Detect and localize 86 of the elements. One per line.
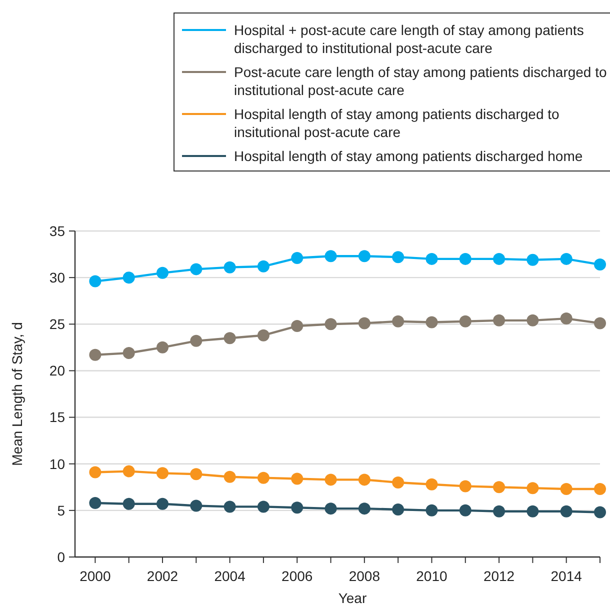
point: [392, 503, 404, 516]
legend-label: Hospital length of stay among patients discharged home: [234, 148, 583, 164]
point: [426, 504, 438, 516]
point: [224, 500, 236, 513]
point: [190, 468, 202, 480]
point: [459, 480, 472, 492]
legend-label: Hospital + post-acute care length of stay among patients discharged to institutional post-acute care: [234, 22, 584, 56]
x-tick-label: 2002: [146, 568, 178, 584]
point: [122, 465, 135, 478]
point: [257, 472, 270, 484]
point: [426, 316, 438, 328]
point: [358, 250, 370, 262]
point: [526, 482, 539, 494]
point: [459, 252, 472, 265]
point: [526, 254, 539, 266]
point: [560, 483, 572, 496]
legend-label: Post-acute care length of stay among patients discharged to institutional post-acute care: [234, 64, 607, 98]
point: [190, 334, 202, 347]
x-tick-label: 2004: [214, 568, 246, 584]
point: [594, 258, 606, 271]
point: [426, 252, 438, 265]
point: [89, 348, 102, 361]
point: [392, 251, 404, 264]
point: [257, 260, 270, 272]
point: [89, 496, 102, 509]
point: [224, 470, 236, 483]
point: [156, 266, 168, 279]
point: [89, 466, 102, 478]
point: [392, 315, 404, 328]
point: [493, 314, 506, 326]
point: [257, 329, 270, 342]
y-axis-title: Mean Length of Stay, d: [9, 322, 25, 466]
x-tick-label: 2012: [483, 568, 515, 584]
point: [156, 498, 168, 510]
point: [122, 272, 135, 284]
point: [224, 261, 236, 274]
point: [560, 505, 572, 518]
point: [291, 472, 304, 485]
point: [190, 500, 202, 512]
y-tick-label: 10: [49, 456, 66, 472]
y-tick-label: 25: [49, 316, 66, 332]
y-tick-label: 20: [49, 362, 66, 379]
point: [358, 502, 370, 515]
point: [122, 498, 135, 510]
point: [594, 317, 606, 330]
point: [594, 506, 606, 518]
point: [459, 315, 472, 328]
point: [493, 505, 506, 518]
point: [324, 502, 337, 515]
point: [426, 478, 438, 490]
x-tick-label: 2008: [348, 568, 380, 584]
point: [190, 263, 202, 276]
y-tick-label: 15: [49, 409, 66, 426]
x-axis-title: Year: [338, 590, 367, 605]
x-tick-label: 2010: [416, 568, 448, 584]
point: [156, 341, 168, 354]
point: [459, 504, 472, 516]
point: [89, 275, 102, 288]
y-tick-label: 30: [49, 269, 66, 286]
point: [122, 347, 135, 360]
point: [291, 502, 304, 514]
point: [560, 252, 572, 265]
x-tick-label: 2000: [80, 568, 111, 584]
point: [291, 320, 304, 332]
point: [358, 474, 370, 486]
point: [493, 481, 506, 494]
x-tick-label: 2006: [282, 568, 313, 584]
point: [358, 317, 370, 330]
y-tick-label: 5: [57, 502, 66, 518]
point: [526, 505, 539, 518]
point: [224, 332, 236, 344]
point: [324, 474, 337, 486]
point: [324, 250, 337, 262]
point: [324, 318, 337, 330]
x-tick-label: 2014: [550, 568, 582, 584]
point: [560, 312, 572, 325]
point: [291, 252, 304, 264]
point: [392, 476, 404, 488]
point: [493, 252, 506, 265]
y-tick-label: 0: [57, 548, 66, 565]
y-tick-label: 35: [49, 222, 66, 239]
point: [156, 467, 168, 480]
point: [594, 483, 606, 496]
legend-label: Hospital length of stay among patients discharged to insitutional post-acute care: [234, 106, 560, 140]
point: [526, 314, 539, 326]
point: [257, 500, 270, 513]
